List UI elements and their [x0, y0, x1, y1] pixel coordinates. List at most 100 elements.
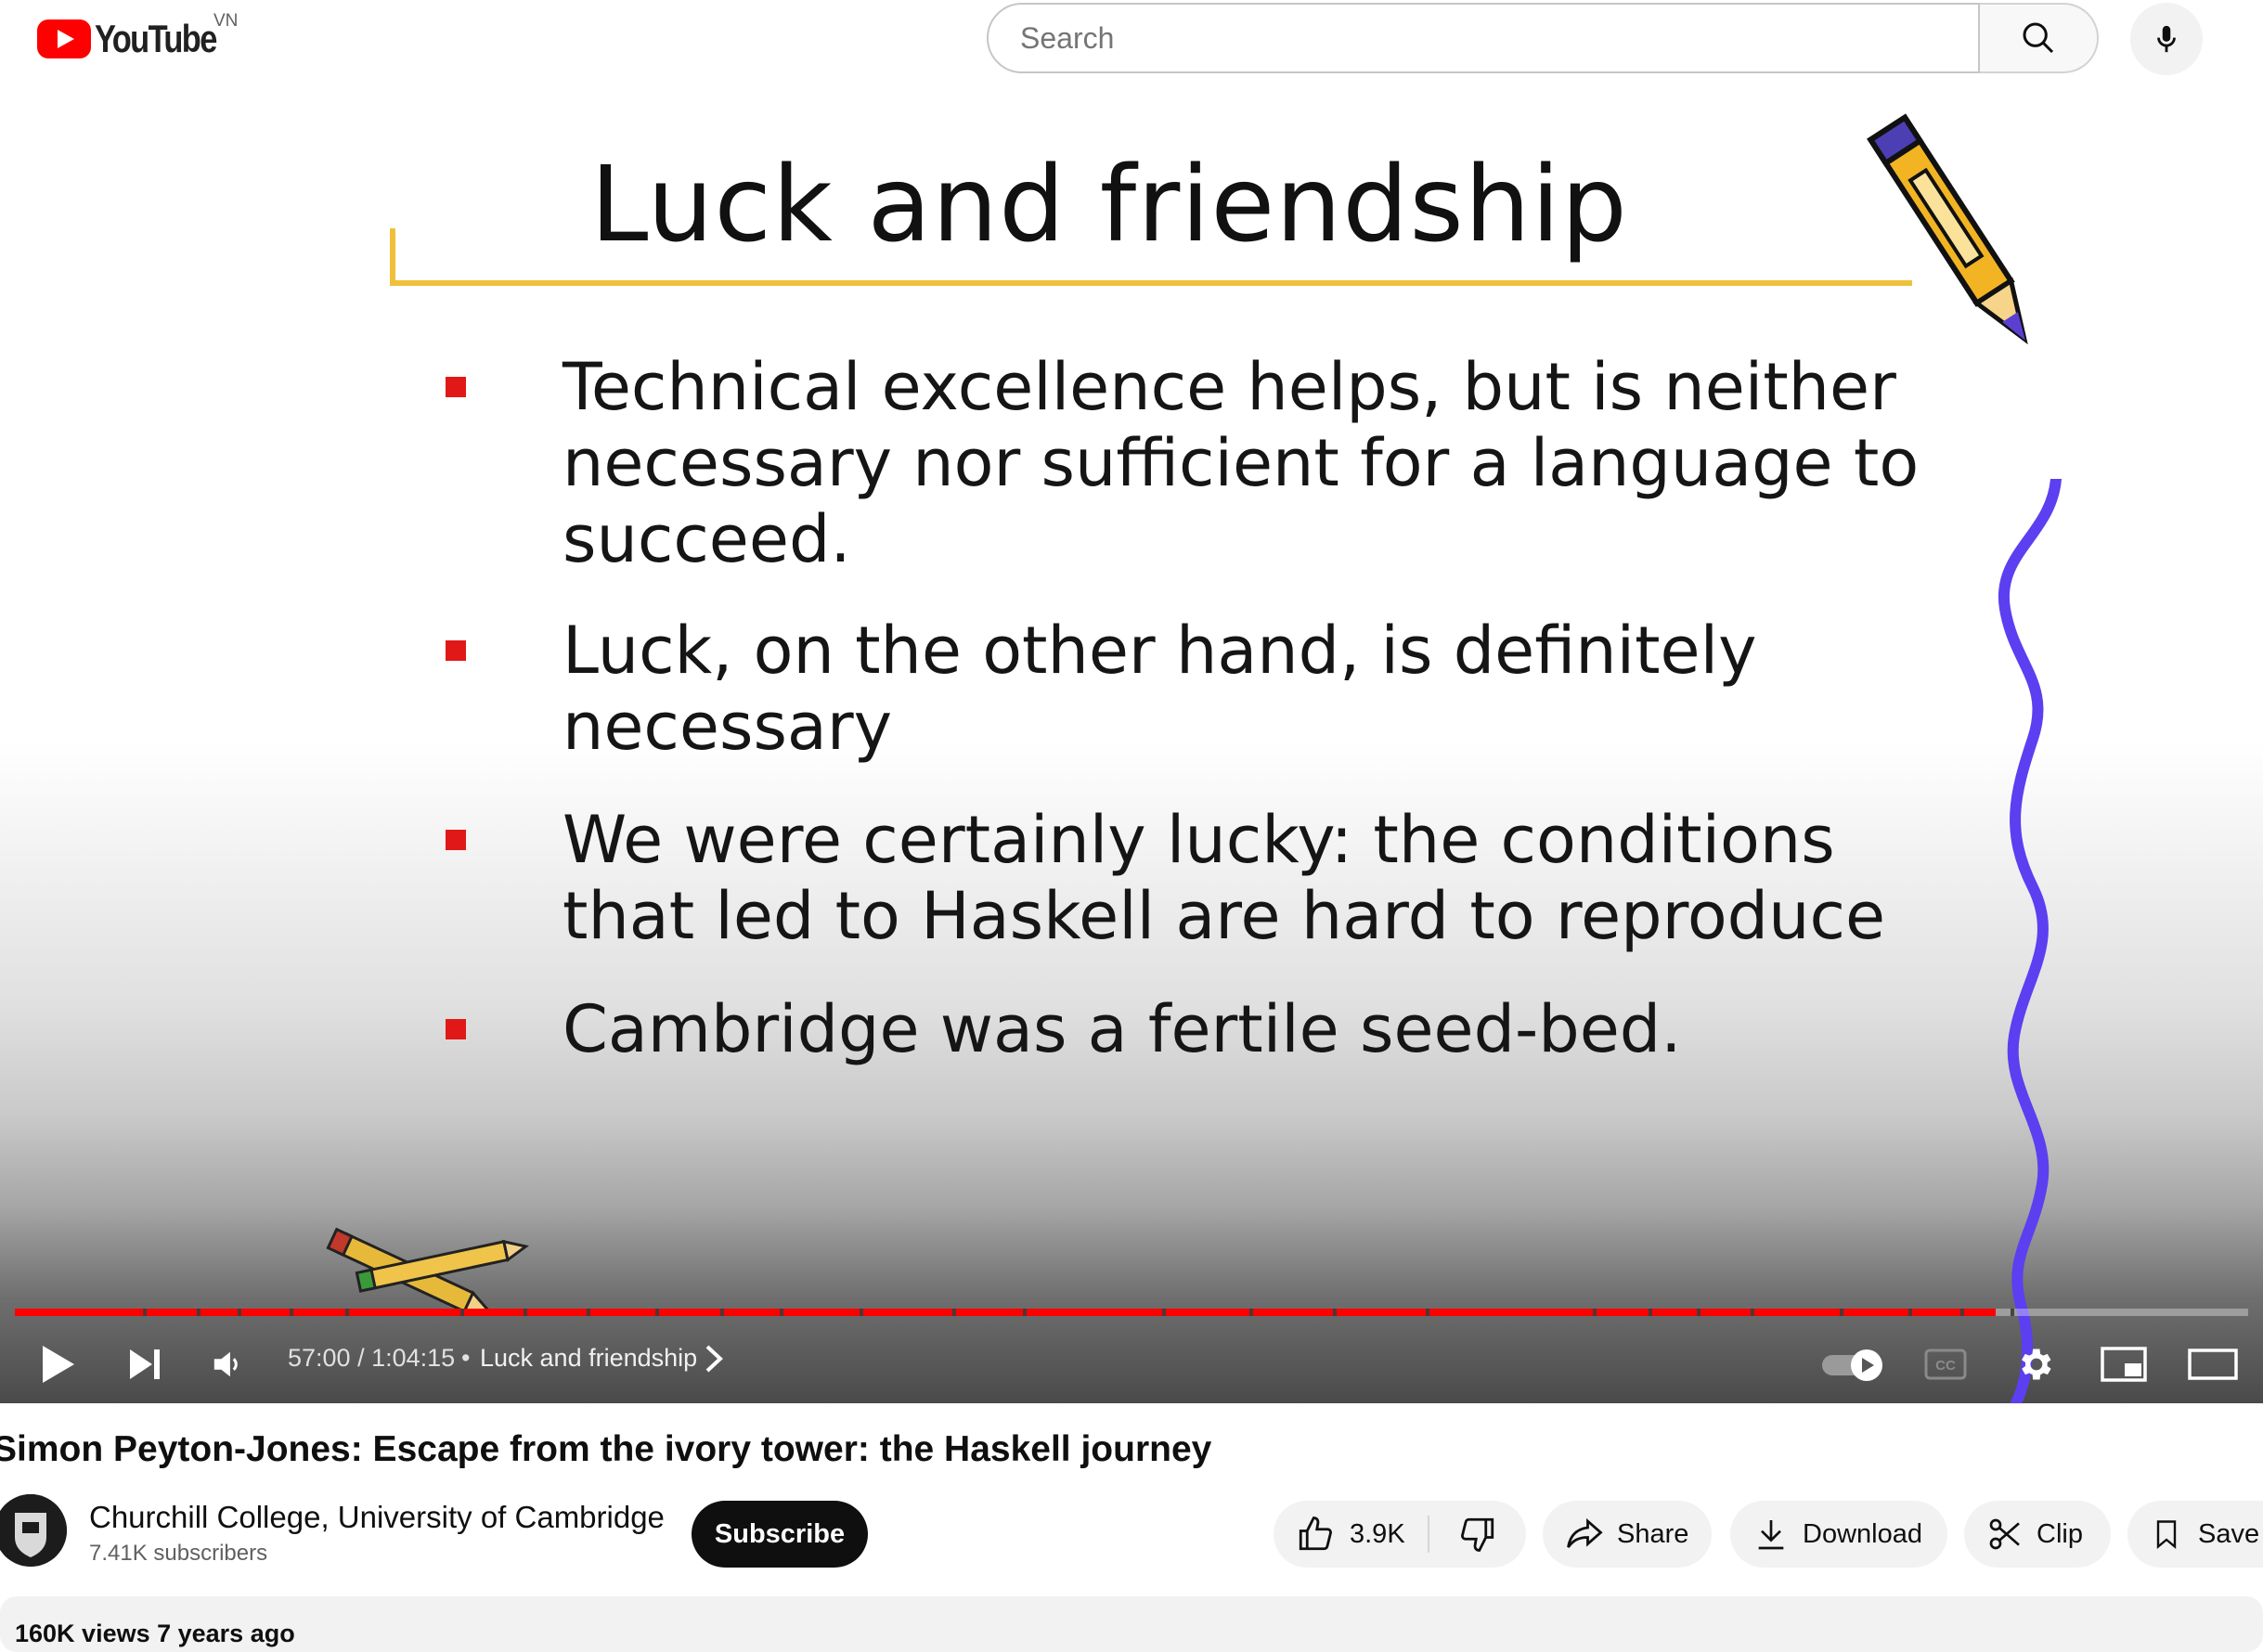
slide-title-rule	[390, 280, 1912, 286]
chapter-marker	[2011, 1309, 2014, 1316]
slide-title: Luck and friendship	[590, 145, 1628, 265]
view-count-and-date: 160K views 7 years ago	[15, 1620, 295, 1647]
play-button[interactable]	[28, 1336, 87, 1392]
masthead: YouTube VN	[0, 0, 2263, 80]
like-count: 3.9K	[1350, 1518, 1405, 1549]
youtube-play-icon	[37, 19, 91, 58]
chapter-marker	[460, 1309, 464, 1316]
chapter-marker	[1162, 1309, 1166, 1316]
subscriber-count: 7.41K subscribers	[89, 1541, 268, 1566]
scissors-icon	[1989, 1518, 2020, 1550]
gear-icon	[2022, 1349, 2051, 1380]
chapter-marker	[197, 1309, 200, 1316]
save-label: Save	[2198, 1518, 2260, 1549]
chapter-marker	[1960, 1309, 1964, 1316]
closed-captions-icon: CC	[1924, 1349, 1967, 1380]
chapter-marker	[1908, 1309, 1912, 1316]
chapter-marker	[290, 1309, 293, 1316]
slide-bullet-2: Luck, on the other hand, is definitely n…	[563, 613, 1757, 765]
region-code: VN	[213, 11, 239, 31]
chapter-marker	[1751, 1309, 1754, 1316]
settings-button[interactable]	[2005, 1336, 2064, 1392]
search-input[interactable]	[1018, 19, 1978, 57]
logo-text: YouTube	[95, 17, 217, 60]
progress-played	[15, 1309, 1997, 1316]
autoplay-toggle-icon	[1822, 1349, 1882, 1381]
captions-button[interactable]: CC	[1916, 1336, 1975, 1392]
thumbs-down-icon	[1461, 1517, 1494, 1552]
bullet-marker	[446, 640, 466, 661]
share-button[interactable]: Share	[1543, 1501, 1712, 1568]
search-button[interactable]	[1980, 3, 2099, 73]
channel-name[interactable]: Churchill College, University of Cambrid…	[89, 1500, 665, 1534]
bookmark-icon	[2156, 1520, 2177, 1550]
progress-bar[interactable]	[15, 1309, 2248, 1316]
theater-mode-button[interactable]	[2183, 1336, 2243, 1392]
chapter-marker	[1023, 1309, 1027, 1316]
subscribe-button[interactable]: Subscribe	[692, 1501, 868, 1568]
chapter-marker	[1426, 1309, 1429, 1316]
chapter-marker	[1840, 1309, 1843, 1316]
miniplayer-icon	[2101, 1347, 2147, 1382]
download-button[interactable]: Download	[1730, 1501, 1947, 1568]
chapter-marker	[143, 1309, 147, 1316]
next-icon	[130, 1349, 160, 1379]
chapter-marker	[655, 1309, 659, 1316]
voice-search-button[interactable]	[2130, 3, 2203, 75]
chapter-marker	[1649, 1309, 1652, 1316]
description-box[interactable]	[0, 1596, 2263, 1652]
microphone-icon	[2157, 25, 2176, 53]
share-label: Share	[1617, 1518, 1689, 1549]
chapter-marker	[1333, 1309, 1337, 1316]
chapter-title[interactable]: Luck and friendship	[480, 1344, 698, 1372]
squiggle-decoration	[1998, 479, 2062, 1403]
slide-bullet-3: We were certainly lucky: the conditions …	[563, 802, 1886, 954]
chapter-marker	[1593, 1309, 1597, 1316]
clip-label: Clip	[2037, 1518, 2083, 1549]
chapter-marker	[780, 1309, 783, 1316]
player-controls: 57:00 / 1:04:15 • Luck and friendship CC	[0, 1323, 2263, 1403]
youtube-logo[interactable]: YouTube	[37, 17, 242, 61]
slide-bullet-1: Technical excellence helps, but is neith…	[563, 349, 1920, 577]
channel-crest-icon	[0, 1494, 67, 1567]
chapter-marker	[1697, 1309, 1700, 1316]
time-chapter-separator: •	[461, 1344, 471, 1372]
chapter-marker	[1249, 1309, 1253, 1316]
chapter-marker	[952, 1309, 956, 1316]
miniplayer-button[interactable]	[2094, 1336, 2153, 1392]
chapter-marker	[860, 1309, 863, 1316]
video-player[interactable]: Luck and friendship Technical excellence…	[0, 80, 2263, 1403]
chapter-marker	[524, 1309, 527, 1316]
mute-button[interactable]	[199, 1336, 258, 1392]
like-button[interactable]: 3.9K	[1274, 1501, 1428, 1568]
chapter-marker	[587, 1309, 590, 1316]
save-button[interactable]: Save	[2127, 1501, 2263, 1568]
like-dislike-group: 3.9K	[1274, 1501, 1526, 1568]
chapter-marker	[238, 1309, 241, 1316]
slide-bullet-4: Cambridge was a fertile seed-bed.	[563, 991, 1682, 1067]
search-icon	[2023, 22, 2054, 54]
pencil-clipart-icon	[1867, 113, 2028, 345]
video-title: Simon Peyton-Jones: Escape from the ivor…	[0, 1429, 1212, 1469]
channel-avatar[interactable]	[0, 1494, 67, 1567]
clip-button[interactable]: Clip	[1964, 1501, 2111, 1568]
chapter-marker	[345, 1309, 349, 1316]
download-icon	[1758, 1520, 1784, 1550]
share-icon	[1567, 1517, 1603, 1548]
dislike-button[interactable]	[1429, 1501, 1526, 1568]
slide-rule-hook	[390, 228, 395, 286]
next-button[interactable]	[115, 1336, 175, 1392]
time-display: 57:00 / 1:04:15	[288, 1344, 456, 1372]
bullet-marker	[446, 830, 466, 850]
download-label: Download	[1803, 1518, 1922, 1549]
like-divider	[1428, 1516, 1429, 1553]
svg-text:CC: CC	[1935, 1358, 1956, 1374]
search-box[interactable]	[987, 3, 1980, 73]
theater-mode-icon	[2188, 1349, 2238, 1380]
volume-icon	[213, 1351, 238, 1377]
chevron-right-icon[interactable]	[702, 1343, 726, 1375]
bullet-marker	[446, 377, 466, 397]
autoplay-toggle[interactable]	[1816, 1336, 1890, 1392]
crossed-pencils-clipart-icon	[326, 1227, 529, 1314]
thumbs-up-icon	[1299, 1516, 1332, 1551]
